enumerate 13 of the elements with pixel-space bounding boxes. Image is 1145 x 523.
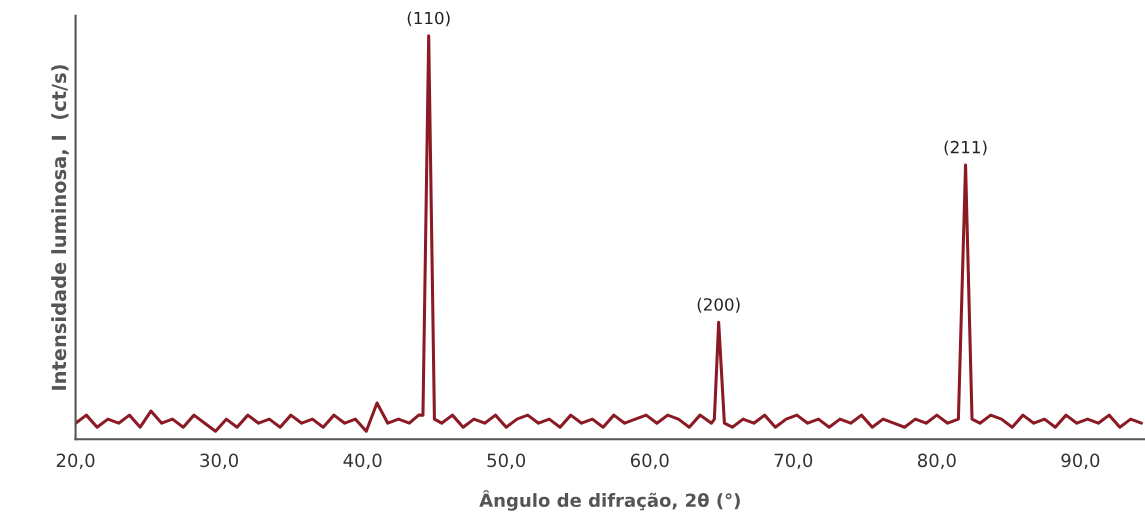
x-tick-label: 30,0 [200,453,239,470]
x-tick-label: 70,0 [774,453,813,470]
x-tick-label: 50,0 [487,453,526,470]
x-tick-label: 80,0 [917,453,956,470]
x-tick-label: 20,0 [56,453,95,470]
x-tick-label: 60,0 [630,453,669,470]
x-tick-label: 40,0 [343,453,382,470]
x-tick-label: 90,0 [1061,453,1100,470]
x-axis-title: Ângulo de difração, 2θ (°) [479,490,740,511]
annotation: (200) [697,297,740,313]
annotation: (110) [407,11,450,27]
annotation: (211) [944,140,987,156]
y-axis-title: Intensidade luminosa, I (ct/s) [51,65,69,390]
